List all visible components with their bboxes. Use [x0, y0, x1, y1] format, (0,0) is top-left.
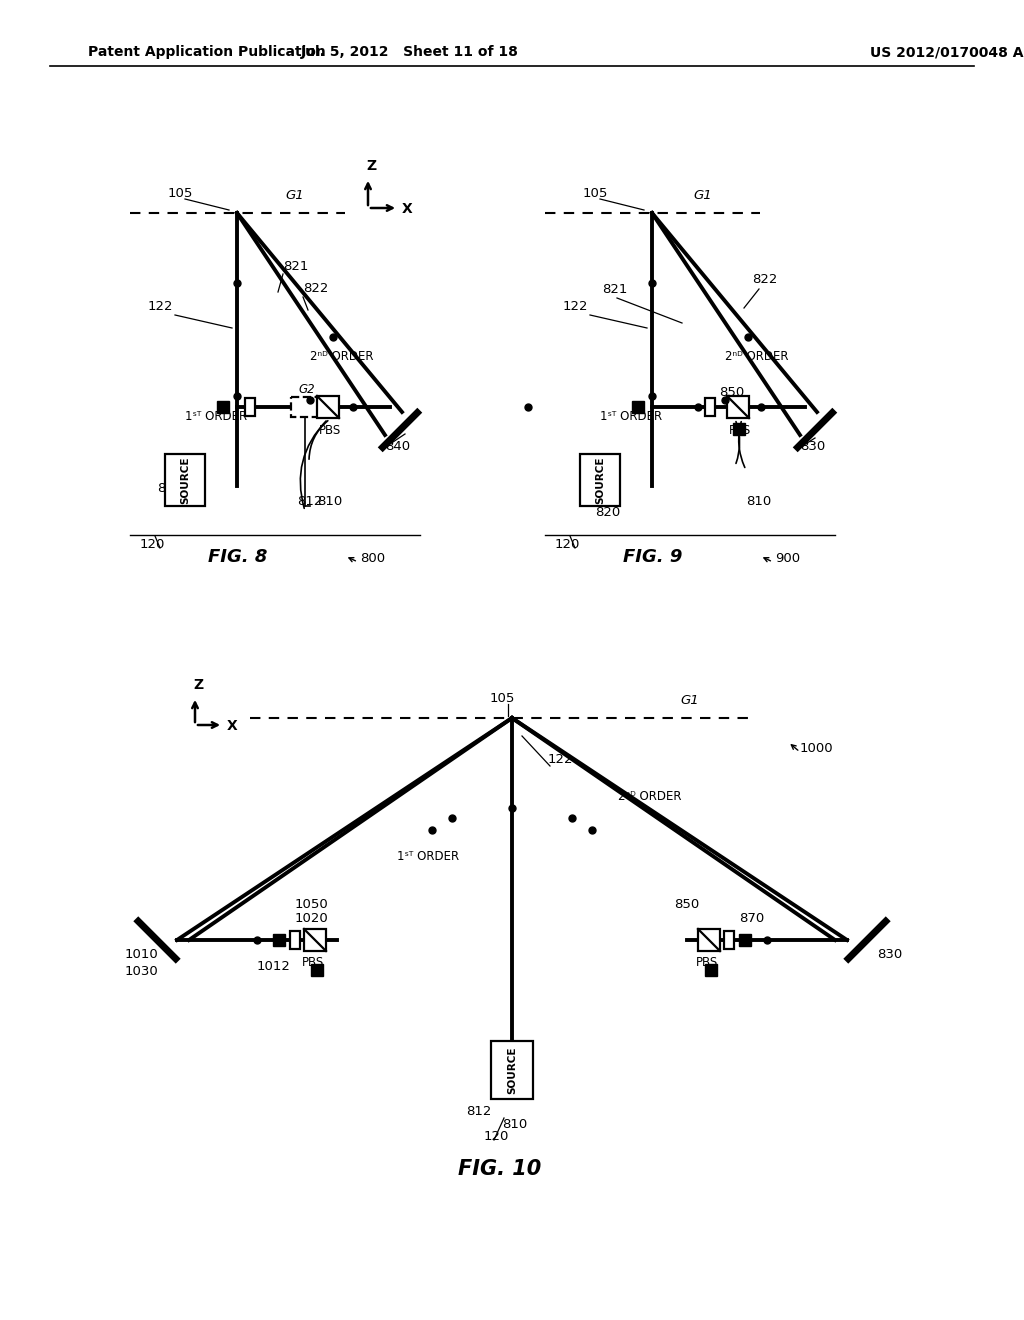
- Bar: [705, 399, 715, 416]
- Text: PBS: PBS: [319, 424, 341, 437]
- Bar: [317, 396, 339, 418]
- Text: PBS: PBS: [729, 424, 752, 437]
- Text: FIG. 9: FIG. 9: [624, 548, 683, 566]
- Text: G1: G1: [693, 189, 712, 202]
- Text: G2: G2: [298, 383, 314, 396]
- Text: 2ⁿᴰ ORDER: 2ⁿᴰ ORDER: [725, 350, 788, 363]
- Text: 1ˢᵀ ORDER: 1ˢᵀ ORDER: [185, 411, 247, 422]
- Bar: [580, 454, 620, 506]
- Text: 821: 821: [283, 260, 308, 273]
- Bar: [290, 931, 300, 949]
- Text: 122: 122: [148, 300, 173, 313]
- Text: Z: Z: [193, 678, 203, 692]
- Text: Z: Z: [366, 158, 376, 173]
- Text: 120: 120: [555, 539, 581, 550]
- Bar: [724, 931, 734, 949]
- Text: 1030: 1030: [125, 965, 159, 978]
- Bar: [245, 399, 255, 416]
- Text: 1ˢᵀ ORDER: 1ˢᵀ ORDER: [397, 850, 459, 863]
- Text: 812: 812: [578, 495, 603, 508]
- Text: 840: 840: [385, 440, 411, 453]
- Text: 105: 105: [583, 187, 608, 201]
- Bar: [291, 397, 319, 417]
- Text: 105: 105: [490, 692, 515, 705]
- Text: 812: 812: [297, 495, 323, 508]
- Text: 850: 850: [674, 898, 699, 911]
- Text: 820: 820: [595, 506, 621, 519]
- Text: US 2012/0170048 A1: US 2012/0170048 A1: [870, 45, 1024, 59]
- Text: PBS: PBS: [696, 956, 718, 969]
- Text: FIG. 10: FIG. 10: [459, 1159, 542, 1179]
- Text: 810: 810: [502, 1118, 527, 1131]
- Text: 120: 120: [140, 539, 165, 550]
- Text: 850: 850: [719, 385, 744, 399]
- Bar: [311, 964, 323, 975]
- Bar: [727, 396, 749, 418]
- Bar: [490, 1041, 534, 1100]
- Text: SOURCE: SOURCE: [180, 457, 190, 504]
- Text: 820: 820: [157, 482, 182, 495]
- Text: 1010: 1010: [125, 948, 159, 961]
- Text: 122: 122: [548, 752, 573, 766]
- Text: PBS: PBS: [302, 956, 325, 969]
- Text: 800: 800: [360, 552, 385, 565]
- Bar: [632, 401, 644, 413]
- Bar: [733, 422, 745, 436]
- Text: 822: 822: [752, 273, 777, 286]
- Text: 1020: 1020: [295, 912, 329, 925]
- Text: 120: 120: [484, 1130, 509, 1143]
- Text: 830: 830: [800, 440, 825, 453]
- Text: 810: 810: [746, 495, 771, 508]
- Bar: [698, 929, 720, 950]
- Text: 1012: 1012: [257, 960, 291, 973]
- Text: FIG. 8: FIG. 8: [208, 548, 267, 566]
- Text: Patent Application Publication: Patent Application Publication: [88, 45, 326, 59]
- Text: 830: 830: [877, 948, 902, 961]
- Text: G1: G1: [680, 694, 698, 708]
- Bar: [304, 929, 326, 950]
- Text: Jul. 5, 2012   Sheet 11 of 18: Jul. 5, 2012 Sheet 11 of 18: [301, 45, 519, 59]
- Text: 1050: 1050: [295, 898, 329, 911]
- Text: 122: 122: [563, 300, 589, 313]
- Bar: [739, 935, 751, 946]
- Bar: [705, 964, 717, 975]
- Text: 1000: 1000: [800, 742, 834, 755]
- Text: SOURCE: SOURCE: [507, 1047, 517, 1094]
- Text: X: X: [227, 719, 238, 733]
- Text: 2ⁿᴰ ORDER: 2ⁿᴰ ORDER: [310, 350, 374, 363]
- Text: X: X: [402, 202, 413, 216]
- Text: 812: 812: [466, 1105, 492, 1118]
- Text: SOURCE: SOURCE: [595, 457, 605, 504]
- Text: 105: 105: [168, 187, 194, 201]
- Text: 900: 900: [775, 552, 800, 565]
- Bar: [273, 935, 285, 946]
- Text: G1: G1: [285, 189, 304, 202]
- Text: 870: 870: [739, 912, 764, 925]
- Text: 810: 810: [317, 495, 342, 508]
- Text: 1ˢᵀ ORDER: 1ˢᵀ ORDER: [600, 411, 663, 422]
- Bar: [217, 401, 229, 413]
- Text: 2ⁿᴰ ORDER: 2ⁿᴰ ORDER: [618, 789, 682, 803]
- Text: 821: 821: [602, 282, 628, 296]
- Bar: [165, 454, 205, 506]
- Text: 822: 822: [303, 282, 329, 294]
